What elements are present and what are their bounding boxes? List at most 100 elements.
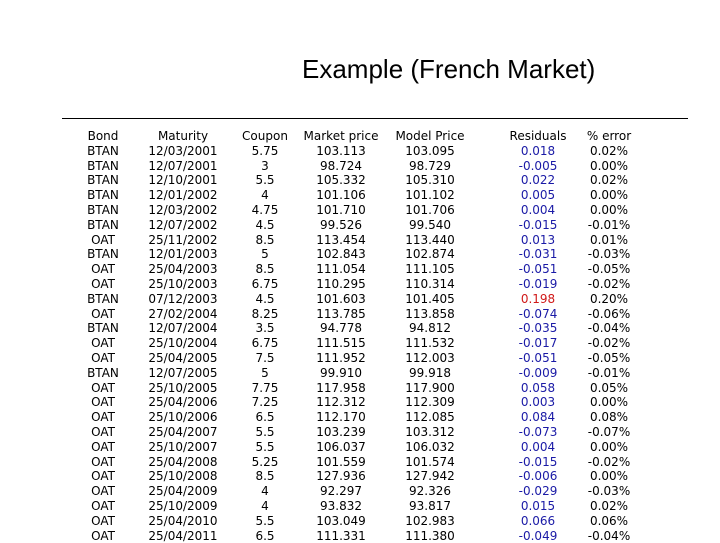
cell-maturity: 07/12/2003 xyxy=(148,291,218,306)
cell-residual: -0.005 xyxy=(518,158,558,173)
cell-maturity: 12/01/2003 xyxy=(148,247,218,262)
cell-coupon: 5.5 xyxy=(255,439,275,454)
cell-model: 111.105 xyxy=(405,262,455,277)
cell-model: 105.310 xyxy=(405,173,455,188)
cell-coupon: 7.75 xyxy=(251,380,279,395)
cell-bond: OAT xyxy=(91,262,115,277)
cell-maturity: 25/10/2005 xyxy=(148,380,218,395)
cell-error: 0.00% xyxy=(589,158,629,173)
cell-coupon: 3 xyxy=(261,158,269,173)
cell-error: -0.04% xyxy=(587,321,631,336)
cell-residual: -0.029 xyxy=(518,484,558,499)
cell-error: 0.00% xyxy=(589,439,629,454)
cell-model: 113.440 xyxy=(405,232,455,247)
cell-bond: OAT xyxy=(91,454,115,469)
cell-coupon: 4.5 xyxy=(255,291,275,306)
cell-error: 0.02% xyxy=(589,498,629,513)
cell-maturity: 25/04/2009 xyxy=(148,484,218,499)
cell-residual: 0.058 xyxy=(520,380,556,395)
column-maturity: Maturity 12/03/2001 12/07/2001 12/10/2001 1… xyxy=(140,129,226,543)
cell-model: 106.032 xyxy=(405,439,455,454)
cell-bond: OAT xyxy=(91,484,115,499)
cell-error: -0.07% xyxy=(587,424,631,439)
cell-error: -0.01% xyxy=(587,217,631,232)
cell-model: 117.900 xyxy=(405,380,455,395)
cell-market: 117.958 xyxy=(316,380,366,395)
cell-model: 112.085 xyxy=(405,410,455,425)
cell-market: 112.312 xyxy=(316,395,366,410)
cell-maturity: 12/07/2001 xyxy=(148,158,218,173)
cell-residual: 0.003 xyxy=(520,395,556,410)
cell-model: 110.314 xyxy=(405,276,455,291)
cell-model: 103.312 xyxy=(405,424,455,439)
cell-error: 0.05% xyxy=(589,380,629,395)
cell-bond: OAT xyxy=(91,469,115,484)
cell-error: -0.04% xyxy=(587,528,631,543)
cell-coupon: 8.5 xyxy=(255,232,275,247)
cell-coupon: 4.5 xyxy=(255,217,275,232)
cell-error: -0.06% xyxy=(587,306,631,321)
cell-maturity: 25/10/2004 xyxy=(148,336,218,351)
cell-market: 113.785 xyxy=(316,306,366,321)
cell-maturity: 25/10/2007 xyxy=(148,439,218,454)
cell-bond: BTAN xyxy=(87,321,119,336)
cell-error: -0.02% xyxy=(587,336,631,351)
cell-bond: OAT xyxy=(91,424,115,439)
cell-residual: -0.006 xyxy=(518,469,558,484)
cell-coupon: 6.75 xyxy=(251,336,279,351)
cell-error: 0.06% xyxy=(589,513,629,528)
cell-residual: -0.015 xyxy=(518,217,558,232)
cell-model: 103.095 xyxy=(405,143,455,158)
cell-error: 0.01% xyxy=(589,232,629,247)
cell-coupon: 4 xyxy=(261,484,269,499)
cell-model: 102.874 xyxy=(405,247,455,262)
cell-residual: -0.017 xyxy=(518,336,558,351)
cell-bond: BTAN xyxy=(87,188,119,203)
cell-error: 0.00% xyxy=(589,188,629,203)
column-bond: Bond BTAN BTAN BTAN BTAN BTAN BTAN OAT BTAN OAT O… xyxy=(80,129,126,543)
cell-maturity: 12/01/2002 xyxy=(148,188,218,203)
cell-coupon: 7.5 xyxy=(255,350,275,365)
cell-model: 127.942 xyxy=(405,469,455,484)
cell-residual: 0.022 xyxy=(520,173,556,188)
cell-model: 111.532 xyxy=(405,336,455,351)
cell-market: 103.049 xyxy=(316,513,366,528)
column-pct-error: % error 0.02% 0.00% 0.02% 0.00% 0.00% -0.01% 0… xyxy=(580,129,638,543)
cell-model: 113.858 xyxy=(405,306,455,321)
cell-coupon: 5.75 xyxy=(251,143,279,158)
cell-residual: -0.051 xyxy=(518,350,558,365)
cell-market: 103.113 xyxy=(316,143,366,158)
cell-market: 101.710 xyxy=(316,202,366,217)
cell-coupon: 3.5 xyxy=(255,321,275,336)
cell-residual: -0.073 xyxy=(518,424,558,439)
cell-coupon: 6.5 xyxy=(255,528,275,543)
cell-error: -0.05% xyxy=(587,350,631,365)
cell-bond: OAT xyxy=(91,528,115,543)
cell-model: 112.309 xyxy=(405,395,455,410)
cell-market: 106.037 xyxy=(316,439,366,454)
header-residuals: Residuals xyxy=(509,129,567,143)
cell-residual: -0.051 xyxy=(518,262,558,277)
cell-coupon: 5 xyxy=(261,247,269,262)
cell-residual: 0.018 xyxy=(520,143,556,158)
cell-bond: OAT xyxy=(91,336,115,351)
cell-market: 111.054 xyxy=(316,262,366,277)
cell-coupon: 5 xyxy=(261,365,269,380)
cell-model: 111.380 xyxy=(405,528,455,543)
cell-model: 101.574 xyxy=(405,454,455,469)
column-residuals: Residuals 0.018 -0.005 0.022 0.005 0.004 -0.0… xyxy=(505,129,571,543)
cell-maturity: 25/04/2006 xyxy=(148,395,218,410)
cell-maturity: 25/04/2005 xyxy=(148,350,218,365)
cell-bond: OAT xyxy=(91,395,115,410)
cell-error: -0.03% xyxy=(587,484,631,499)
header-model-price: Model Price xyxy=(395,129,465,143)
cell-bond: OAT xyxy=(91,410,115,425)
cell-error: -0.02% xyxy=(587,454,631,469)
cell-market: 94.778 xyxy=(320,321,362,336)
cell-market: 112.170 xyxy=(316,410,366,425)
cell-bond: OAT xyxy=(91,439,115,454)
cell-maturity: 12/03/2002 xyxy=(148,202,218,217)
cell-bond: BTAN xyxy=(87,158,119,173)
cell-residual: 0.015 xyxy=(520,498,556,513)
cell-residual: 0.013 xyxy=(520,232,556,247)
